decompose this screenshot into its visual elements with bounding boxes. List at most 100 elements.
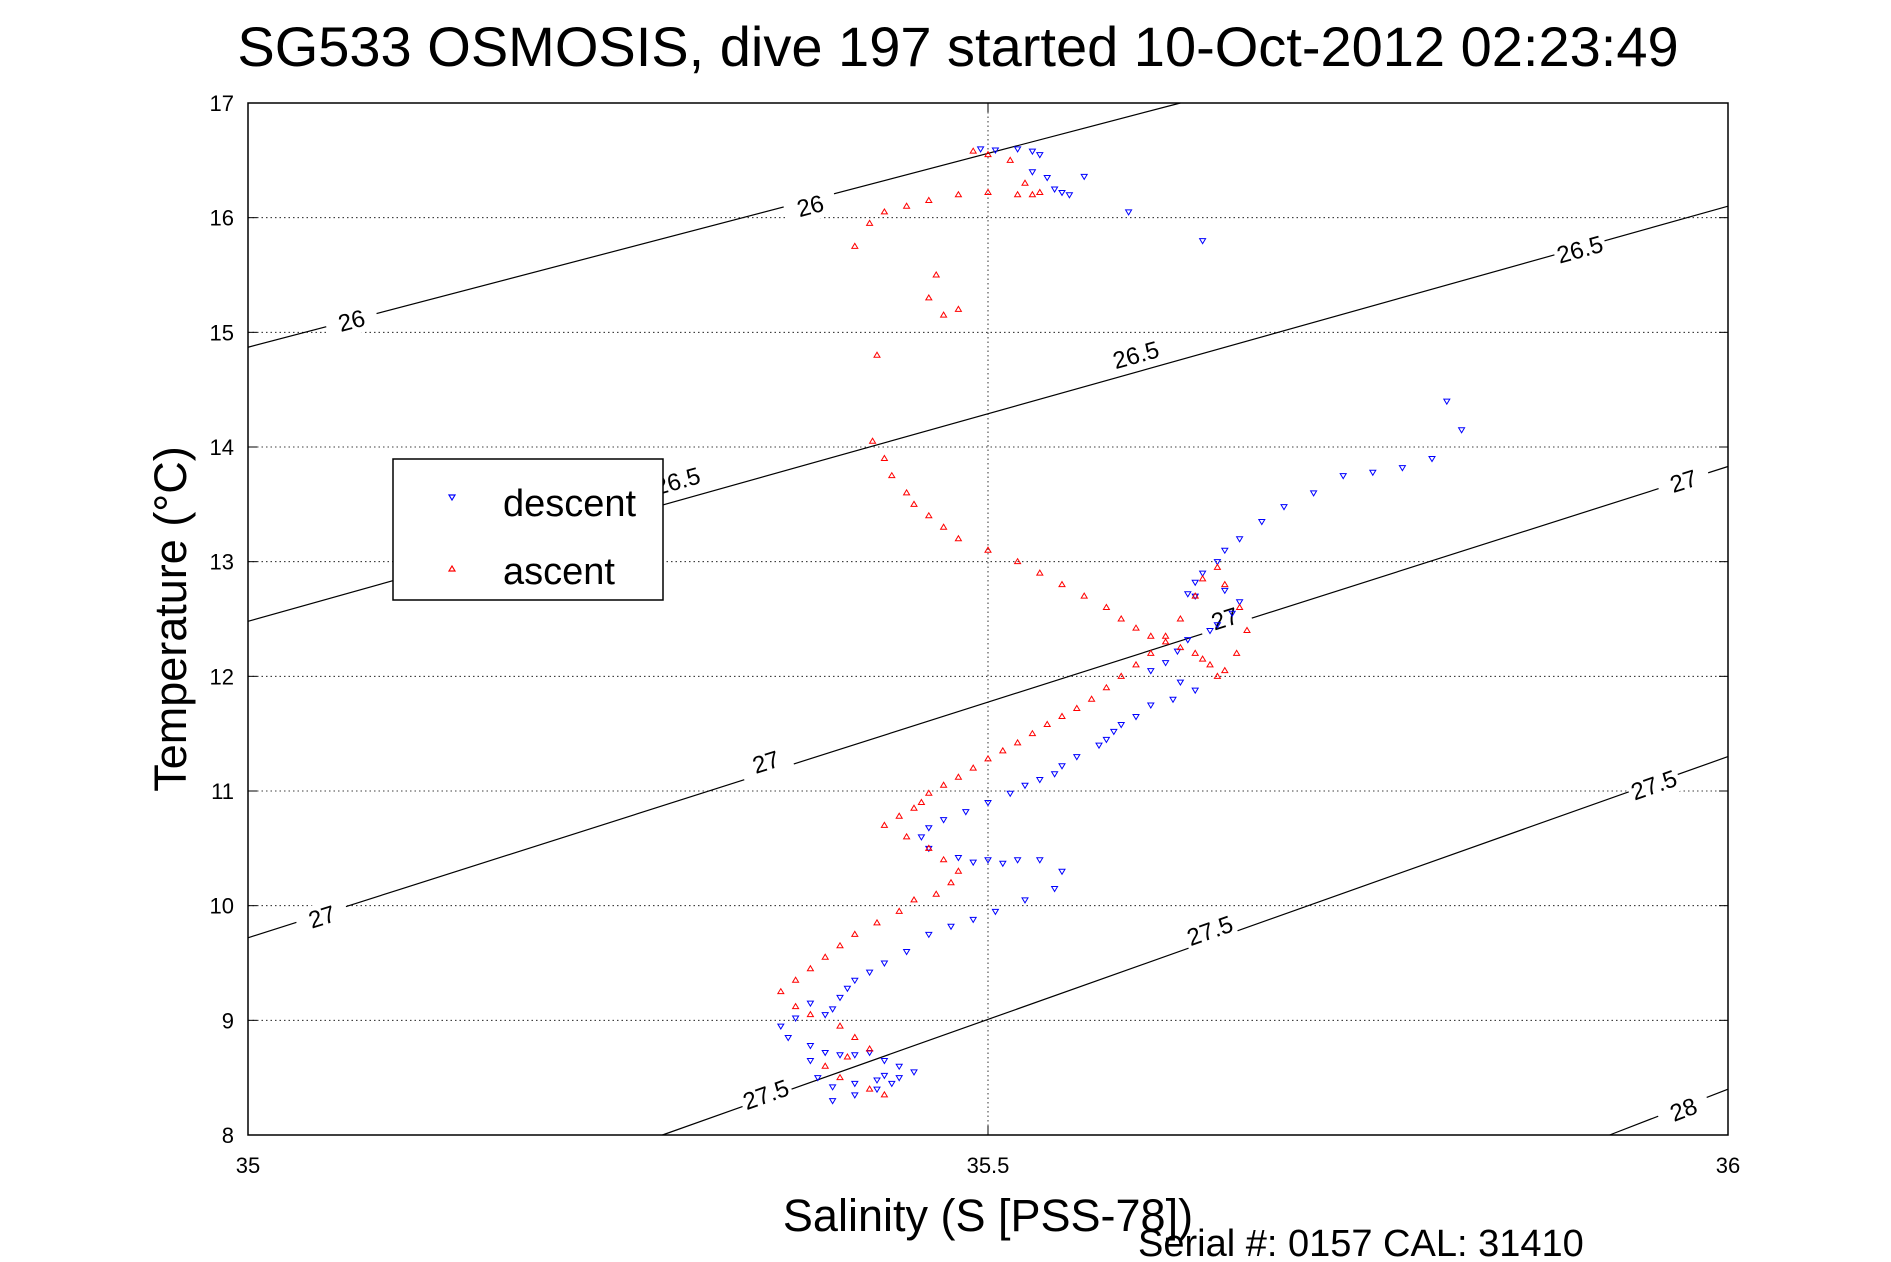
descent-point — [1050, 885, 1059, 893]
ascent-point — [806, 964, 815, 972]
ascent-point — [880, 1090, 889, 1098]
ascent-point — [1013, 738, 1022, 746]
ascent-point — [910, 895, 918, 903]
descent-point — [1169, 696, 1177, 704]
descent-point — [1043, 175, 1052, 182]
ascent-point — [924, 511, 933, 519]
descent-point — [1457, 427, 1466, 434]
descent-point — [1220, 547, 1229, 555]
descent-point — [776, 1023, 785, 1031]
contour-label-bg — [1624, 763, 1684, 808]
ascent-point — [880, 821, 889, 828]
descent-point — [1398, 465, 1407, 472]
descent-point — [880, 960, 889, 967]
descent-point — [828, 1098, 837, 1105]
ascent-point — [821, 953, 830, 960]
plot-frame — [247, 102, 1729, 1136]
ascent-point — [887, 471, 896, 479]
y-tick-label: 16 — [210, 206, 234, 231]
descent-point — [1198, 238, 1207, 245]
ascent-point — [984, 754, 992, 762]
descent-point — [1080, 173, 1089, 181]
ascent-point — [917, 798, 926, 805]
descent-point — [1198, 570, 1207, 578]
descent-point — [998, 860, 1007, 868]
y-tick-label: 13 — [210, 550, 234, 575]
descent-point — [806, 1000, 815, 1008]
ascent-point — [1146, 649, 1155, 656]
ascent-point — [932, 890, 941, 897]
descent-point — [843, 985, 852, 993]
descent-point — [1206, 627, 1214, 635]
ascent-point — [1198, 655, 1207, 662]
descent-point — [910, 1069, 918, 1076]
descent-point — [806, 1043, 815, 1050]
ascent-point — [850, 242, 859, 249]
descent-point — [991, 147, 1000, 154]
descent-point — [969, 916, 978, 924]
descent-point — [895, 1063, 904, 1071]
contour-label-bg — [1195, 597, 1254, 641]
ascent-point — [836, 1073, 844, 1081]
descent-point — [1235, 599, 1244, 606]
descent-point — [1213, 559, 1222, 566]
descent-point — [1228, 610, 1237, 618]
ascent-point — [880, 454, 889, 461]
descent-point — [873, 1086, 881, 1094]
descent-point — [813, 1075, 822, 1082]
ascent-point — [1043, 720, 1052, 727]
contour-label-26.5: 26.5 — [1110, 336, 1162, 375]
descent-point — [939, 817, 948, 824]
descent-point — [1191, 593, 1200, 601]
ascent-point — [969, 147, 978, 154]
descent-point — [1028, 148, 1037, 156]
descent-point — [902, 949, 911, 956]
descent-point — [1191, 579, 1200, 587]
ascent-point — [1191, 592, 1200, 599]
descent-point — [1146, 702, 1155, 709]
contour-line-26 — [247, 102, 1181, 348]
descent-point — [1102, 736, 1111, 744]
ascent-point — [1161, 637, 1170, 645]
ascent-point — [1220, 580, 1229, 588]
ascent-point — [836, 1022, 844, 1029]
descent-point — [1028, 169, 1037, 176]
descent-point — [1132, 713, 1140, 721]
ascent-point — [836, 941, 844, 949]
ascent-point — [1206, 660, 1214, 668]
contour-label-26.5: 26.5 — [1554, 231, 1606, 270]
descent-point — [828, 1006, 837, 1013]
ascent-point — [1161, 632, 1170, 639]
descent-point — [954, 855, 963, 862]
descent-point — [1442, 398, 1451, 406]
x-axis-label: Salinity (S [PSS-78]) — [783, 1190, 1193, 1241]
y-tick-label: 10 — [210, 894, 234, 919]
contour-label-bg — [1180, 908, 1240, 953]
contour-label-bg — [292, 895, 352, 939]
descent-point — [1050, 186, 1059, 193]
ascent-point — [1243, 626, 1251, 633]
contour-label-bg — [1654, 460, 1713, 503]
ascent-point — [868, 437, 877, 444]
ascent-point — [984, 546, 992, 553]
x-tick-label: 35.5 — [967, 1153, 1010, 1178]
contour-label-bg — [1654, 1087, 1713, 1133]
ascent-point — [1072, 704, 1081, 711]
descent-point — [1213, 622, 1222, 629]
ascent-point — [1146, 632, 1155, 639]
descent-point — [880, 1072, 889, 1080]
ascent-point — [910, 804, 918, 811]
descent-point — [984, 857, 992, 864]
ascent-point — [939, 855, 948, 863]
contour-label-27.5: 27.5 — [740, 1075, 793, 1116]
ascent-point — [1058, 712, 1066, 719]
descent-point — [1146, 668, 1155, 675]
descent-point — [836, 1052, 844, 1059]
legend: descent ascent — [392, 458, 664, 601]
descent-point — [1235, 536, 1244, 543]
ascent-point — [1006, 156, 1015, 163]
ascent-point — [954, 190, 963, 198]
descent-point — [1006, 790, 1015, 798]
ascent-point — [850, 1033, 859, 1041]
